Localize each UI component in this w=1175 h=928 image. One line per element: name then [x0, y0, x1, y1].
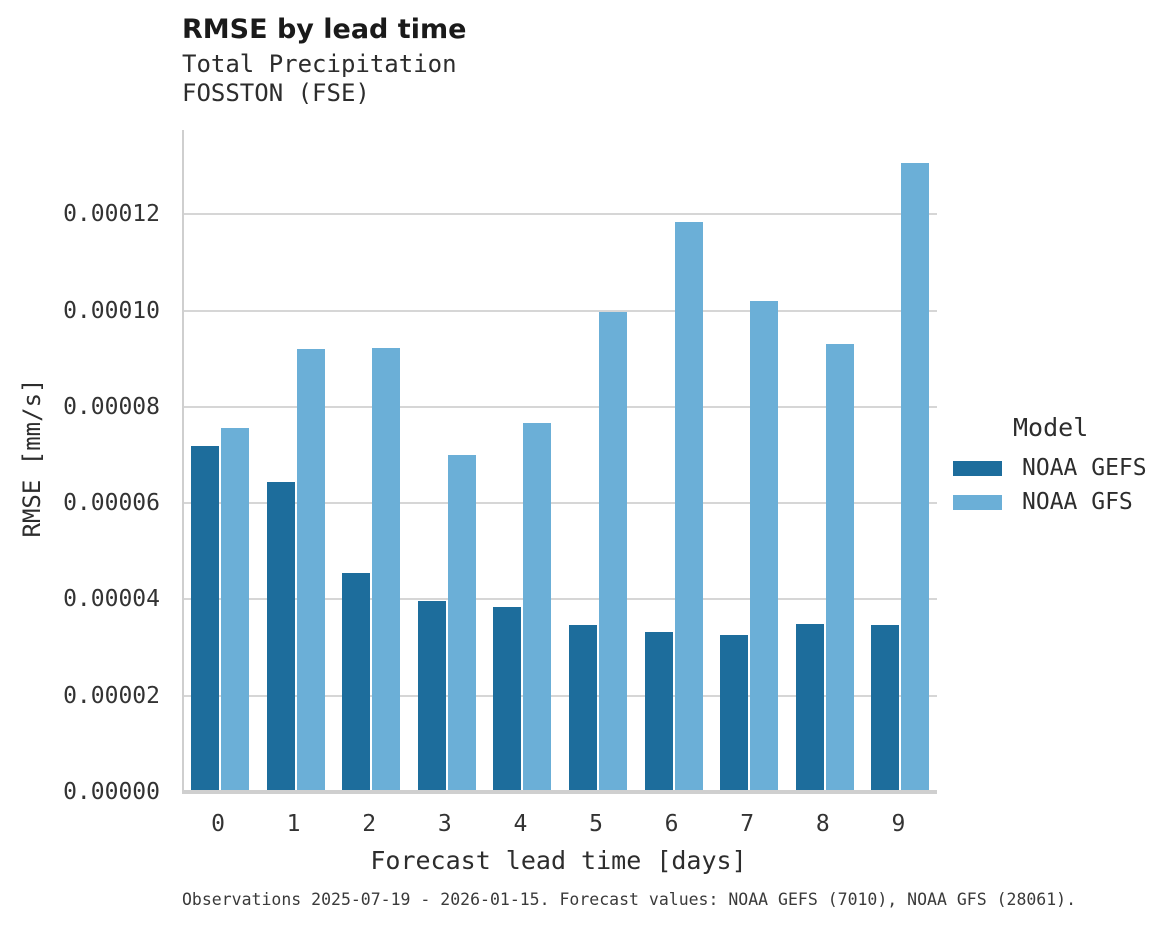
x-tick-label: 3 — [437, 811, 452, 837]
bar-noaa-gfs-day6 — [674, 221, 703, 792]
bar-noaa-gfs-day4 — [523, 422, 552, 792]
gridline — [184, 309, 937, 312]
bar-noaa-gefs-day3 — [417, 601, 446, 792]
bar-noaa-gfs-day7 — [750, 300, 779, 792]
legend-title: Model — [1013, 413, 1089, 442]
bar-noaa-gfs-day0 — [221, 427, 249, 792]
x-tick-label: 8 — [815, 811, 830, 837]
bar-noaa-gefs-day2 — [342, 573, 371, 792]
y-tick-label: 0.00008 — [63, 393, 160, 420]
y-tick-label: 0.00006 — [63, 490, 160, 517]
legend-swatch — [953, 460, 1002, 476]
bar-noaa-gefs-day1 — [266, 482, 295, 792]
legend-swatch — [953, 494, 1002, 510]
x-tick-label: 9 — [891, 811, 906, 837]
x-tick-label: 5 — [589, 811, 603, 837]
gridline — [184, 502, 937, 505]
bar-noaa-gefs-day7 — [720, 634, 749, 792]
gridline — [184, 405, 937, 408]
bar-noaa-gfs-day9 — [901, 162, 930, 792]
x-tick-label: 1 — [286, 811, 301, 837]
gridline — [184, 694, 937, 697]
bar-noaa-gefs-day6 — [644, 631, 673, 792]
bar-noaa-gfs-day8 — [825, 344, 854, 792]
bar-noaa-gefs-day9 — [871, 625, 900, 792]
y-tick-label: 0.00010 — [63, 297, 160, 324]
chart-subtitle-variable: Total Precipitation — [182, 50, 457, 78]
y-tick-label: 0.00000 — [63, 779, 160, 805]
chart-caption: Observations 2025-07-19 - 2026-01-15. Fo… — [182, 890, 1077, 909]
y-tick-label: 0.00002 — [63, 682, 160, 709]
chart-subtitle-station: FOSSTON (FSE) — [182, 79, 370, 107]
plot-area — [182, 130, 937, 794]
bar-noaa-gfs-day5 — [599, 311, 627, 792]
chart-title: RMSE by lead time — [182, 14, 467, 45]
bar-noaa-gefs-day8 — [795, 623, 824, 792]
x-tick-label: 2 — [362, 811, 377, 837]
bar-noaa-gefs-day5 — [569, 624, 597, 792]
x-tick-label: 4 — [513, 811, 528, 837]
legend-label: NOAA GEFS — [1022, 455, 1147, 481]
y-tick-label: 0.00012 — [63, 201, 160, 228]
bar-noaa-gefs-day0 — [191, 445, 219, 792]
bar-noaa-gefs-day4 — [493, 606, 522, 792]
bar-noaa-gfs-day1 — [296, 348, 325, 792]
bar-noaa-gfs-day3 — [447, 454, 476, 792]
legend-entry-noaa-gefs: NOAA GEFS — [953, 451, 1168, 485]
legend-label: NOAA GFS — [1022, 489, 1133, 515]
bar-noaa-gfs-day2 — [372, 347, 401, 792]
legend: Model NOAA GEFS NOAA GFS — [953, 413, 1168, 519]
x-axis-title: Forecast lead time [days] — [370, 846, 747, 875]
x-tick-label: 7 — [740, 811, 755, 837]
y-tick-label: 0.00004 — [63, 586, 160, 613]
legend-entry-noaa-gfs: NOAA GFS — [953, 485, 1168, 519]
gridline — [184, 598, 937, 601]
x-tick-label: 6 — [664, 811, 679, 837]
x-axis-line — [182, 790, 937, 794]
gridline — [184, 213, 937, 216]
x-tick-label: 0 — [211, 811, 225, 837]
